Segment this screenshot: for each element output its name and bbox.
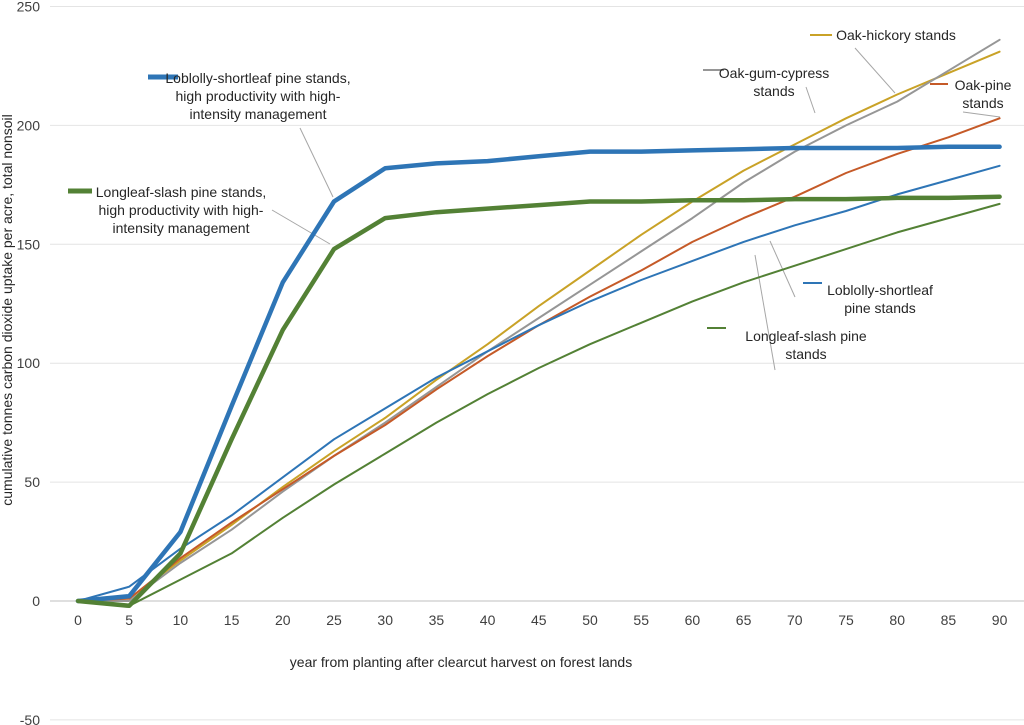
x-tick-label: 25 (326, 612, 342, 628)
x-tick-label: 50 (582, 612, 598, 628)
leader-lines (271, 47, 1001, 371)
annotation-text: Oak-gum-cypress (719, 65, 829, 81)
x-tick-labels: 0 5 10 15 20 25 30 35 40 45 50 55 60 65 70 75 80 85 90 (74, 612, 1007, 628)
y-tick-label: 50 (24, 474, 40, 490)
series-line (77, 50, 1001, 602)
series-line (75, 194, 1002, 609)
x-tick-label: 35 (429, 612, 445, 628)
annotation-text: high productivity with high- (99, 202, 264, 218)
x-tick-label: 5 (125, 612, 133, 628)
y-tick-labels: -50 0 50 100 150 200 250 (17, 0, 41, 725)
annotation-text: Longleaf-slash pine (745, 328, 867, 344)
leader-line (299, 127, 334, 198)
x-tick-label: 75 (838, 612, 854, 628)
y-tick-label: 0 (32, 593, 40, 609)
x-tick-label: 70 (787, 612, 803, 628)
series-line (75, 144, 1002, 604)
leader-line (805, 86, 816, 114)
series-line (77, 202, 1001, 607)
annotation-text: stands (785, 346, 826, 362)
x-tick-label: 55 (633, 612, 649, 628)
y-tick-label: 250 (17, 0, 41, 15)
annotation-text: Loblolly-shortleaf (827, 282, 933, 298)
y-tick-label: 200 (17, 117, 41, 133)
x-tick-label: 65 (736, 612, 752, 628)
x-tick-label: 30 (377, 612, 393, 628)
x-tick-label: 0 (74, 612, 82, 628)
x-tick-label: 45 (531, 612, 547, 628)
x-axis-label: year from planting after clearcut harves… (290, 654, 632, 670)
annotation-text: Loblolly-shortleaf pine stands, (165, 70, 350, 86)
x-tick-label: 10 (173, 612, 189, 628)
x-tick-label: 20 (275, 612, 291, 628)
annotation-text: Oak-pine (955, 77, 1012, 93)
annotation-text: stands (753, 83, 794, 99)
leader-line (754, 254, 776, 371)
annotation-text: intensity management (190, 106, 327, 122)
x-tick-label: 80 (889, 612, 905, 628)
annotation-text: intensity management (113, 220, 250, 236)
x-tick-label: 60 (685, 612, 701, 628)
x-tick-label: 85 (941, 612, 957, 628)
series-lines (75, 38, 1002, 609)
y-tick-label: 150 (17, 236, 41, 252)
y-axis-label: cumulative tonnes carbon dioxide uptake … (0, 114, 15, 505)
leader-line (962, 111, 1001, 118)
y-tick-label: 100 (17, 355, 41, 371)
annotation-text: Longleaf-slash pine stands, (96, 184, 266, 200)
series-line (77, 38, 1001, 602)
leader-line (854, 47, 896, 94)
annotation-text: Oak-hickory stands (836, 27, 956, 43)
annotation-text: pine stands (844, 300, 916, 316)
annotation-labels: Loblolly-shortleaf pine stands, high prod… (68, 27, 1012, 362)
series-line (77, 164, 1001, 602)
annotation-text: stands (962, 95, 1003, 111)
leader-line (271, 209, 331, 245)
x-tick-label: 40 (480, 612, 496, 628)
x-tick-label: 15 (224, 612, 240, 628)
x-tick-label: 90 (992, 612, 1008, 628)
annotation-text: high productivity with high- (176, 88, 341, 104)
y-tick-label: -50 (20, 712, 40, 725)
